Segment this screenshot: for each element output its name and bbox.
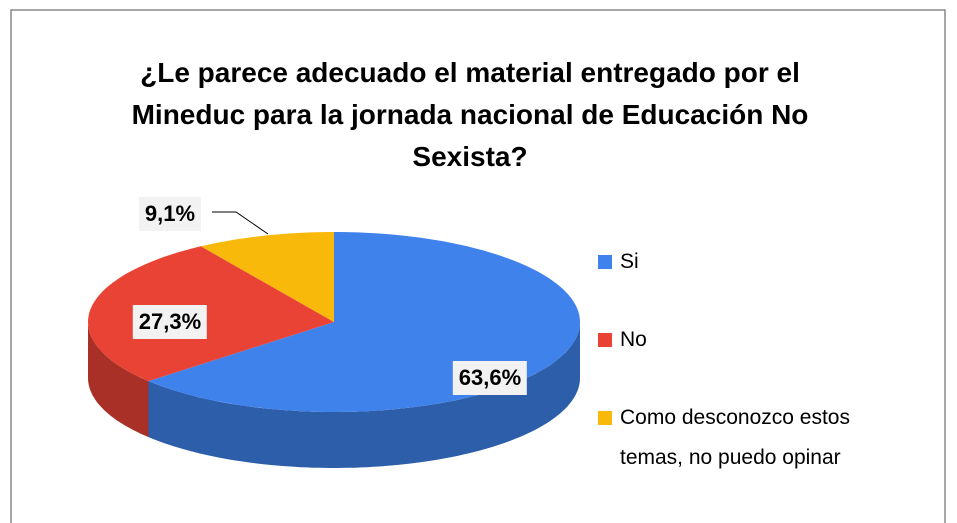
leader-line <box>212 211 269 235</box>
legend-swatch <box>598 255 612 269</box>
legend-label: Como desconozco estos temas, no puedo op… <box>620 406 850 469</box>
data-label: 27,3% <box>132 305 208 339</box>
data-label: 63,6% <box>452 361 528 395</box>
chart-title: ¿Le parece adecuado el material entregad… <box>131 57 809 172</box>
data-label: 9,1% <box>138 197 202 231</box>
legend-swatch <box>598 333 612 347</box>
pie-side <box>88 322 149 438</box>
pie-slice <box>200 232 334 322</box>
legend-label: Si <box>620 250 639 273</box>
pie-slice <box>88 246 334 382</box>
legend-entry: Si <box>598 242 865 282</box>
legend-entry: No <box>598 320 865 360</box>
legend-swatch <box>598 411 612 425</box>
pie-side <box>148 322 580 468</box>
legend-label: No <box>620 328 647 351</box>
legend-entry: Como desconozco estos temas, no puedo op… <box>598 398 865 478</box>
frame <box>10 9 946 523</box>
